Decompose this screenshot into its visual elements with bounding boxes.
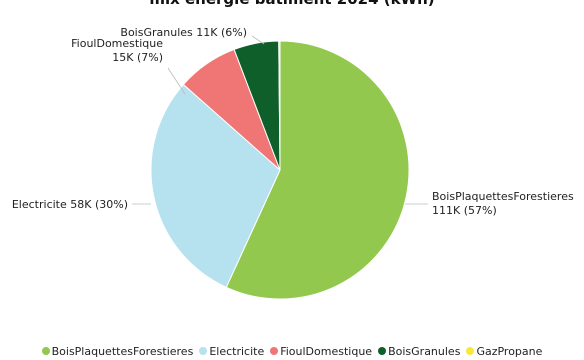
pie-slice-electricite[interactable]: [150, 83, 281, 288]
chart-title: mix énergie bâtiment 2024 (kWh): [0, 0, 584, 8]
data-label: 111K (57%): [432, 204, 497, 217]
legend-label: FioulDomestique: [280, 345, 373, 358]
legend-label: BoisPlaquettesForestieres: [51, 345, 194, 358]
legend-item[interactable]: BoisPlaquettesForestieres: [41, 345, 194, 358]
legend-item[interactable]: FioulDomestique: [270, 345, 372, 358]
legend-swatch: [199, 347, 208, 355]
legend-item[interactable]: GazPropane: [466, 345, 542, 358]
legend-label: BoisGranules: [388, 345, 461, 358]
legend-swatch: [270, 347, 279, 355]
legend-label: GazPropane: [476, 345, 543, 358]
pie-slice-gazpropane[interactable]: [278, 40, 281, 171]
leader-line: [251, 35, 265, 45]
data-label: BoisGranules 11K (6%): [120, 26, 247, 39]
legend-swatch: [466, 347, 475, 355]
data-label: 15K (7%): [112, 51, 163, 64]
data-label: BoisPlaquettesForestieres: [432, 190, 574, 203]
pie-slice-boisplaquettesforestieres[interactable]: [225, 40, 410, 300]
data-label: FioulDomestique: [71, 37, 163, 50]
leader-line: [167, 67, 186, 95]
data-label: Electricite 58K (30%): [12, 198, 128, 211]
legend-item[interactable]: BoisGranules: [378, 345, 460, 358]
legend: BoisPlaquettesForestieres Electricite Fiou…: [0, 345, 584, 358]
legend-label: Electricite: [209, 345, 265, 358]
legend-swatch: [41, 347, 50, 355]
legend-swatch: [378, 347, 387, 355]
legend-item[interactable]: Electricite: [199, 345, 264, 358]
